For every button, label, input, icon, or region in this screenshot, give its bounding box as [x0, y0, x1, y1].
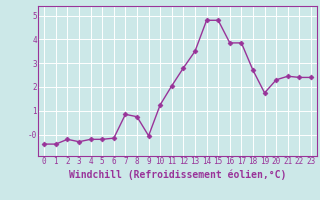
- X-axis label: Windchill (Refroidissement éolien,°C): Windchill (Refroidissement éolien,°C): [69, 169, 286, 180]
